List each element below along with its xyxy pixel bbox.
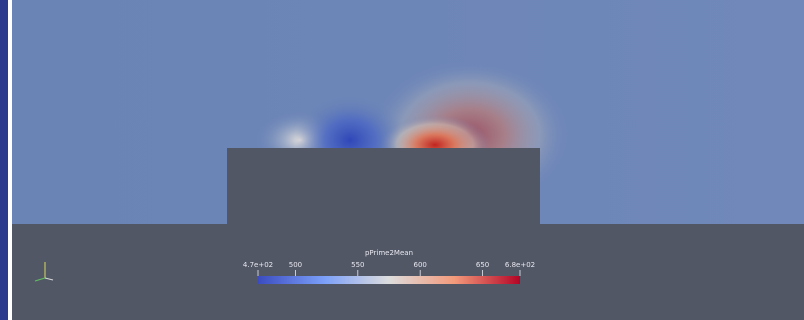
- colorbar-tick-label: 550: [351, 261, 364, 269]
- colorbar-tick-label: 6.8e+02: [505, 261, 535, 269]
- bump: [227, 148, 540, 225]
- colorbar-title: pPrime2Mean: [365, 249, 413, 257]
- colorbar: [258, 276, 520, 284]
- colorbar-tick-label: 600: [414, 261, 427, 269]
- floor: [12, 224, 804, 320]
- colorbar-tick-label: 4.7e+02: [243, 261, 273, 269]
- side-strip: [0, 0, 8, 320]
- colorbar-tick-label: 500: [289, 261, 302, 269]
- colorbar-tick-label: 650: [476, 261, 489, 269]
- axes-glyph: [34, 262, 54, 282]
